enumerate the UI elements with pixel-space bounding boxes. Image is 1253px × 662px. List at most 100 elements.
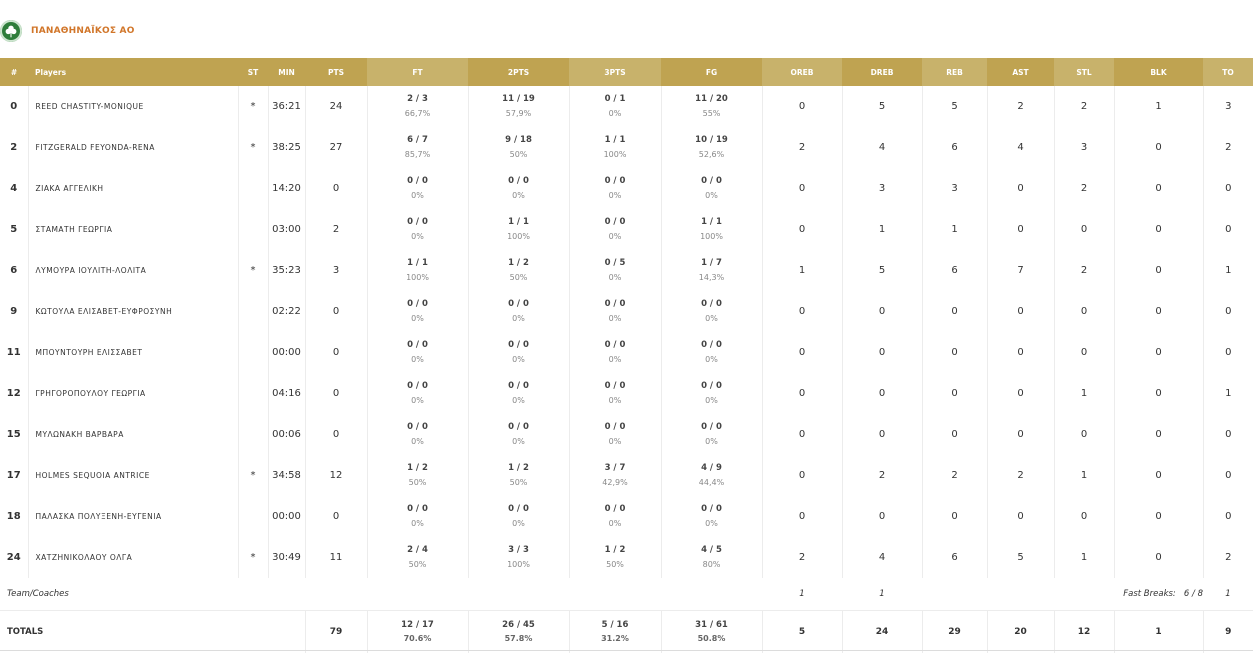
col-header-3pts: 3PTS — [569, 58, 661, 86]
player-name-link[interactable]: ΚΩΤΟΥΛΑ ΕΛΙΣΑΒΕΤ-ΕΥΦΡΟΣΥΝΗ — [28, 291, 239, 332]
col-header-2pts: 2PTS — [468, 58, 569, 86]
team-coaches-row: Team/Coaches 1 1 Fast Breaks: 6 / 8 1 — [0, 578, 1253, 611]
table-row: 24 ΧΑΤΖΗΝΙΚΟΛΑΟΥ ΟΛΓΑ * 30:49 11 2 / 4 50% 3 / … — [0, 537, 1253, 578]
player-name-link[interactable]: ΠΑΛΑΣΚΑ ΠΟΛΥΞΕΝΗ-ΕΥΓΕΝΙΑ — [28, 496, 239, 537]
player-name-link[interactable]: ΧΑΤΖΗΝΙΚΟΛΑΟΥ ΟΛΓΑ — [28, 537, 239, 578]
table-header-row: # Players ST MIN PTS FT 2PTS 3PTS FG ORE… — [0, 58, 1253, 86]
totals-pts: 79 — [305, 610, 368, 653]
player-p3: 0 / 1 0% — [569, 86, 662, 127]
starter-marker: * — [238, 455, 269, 496]
player-blk: 0 — [1114, 537, 1204, 578]
team-name-link[interactable]: ΠΑΝΑΘΗΝΑΪΚΟΣ ΑΟ — [31, 26, 135, 36]
player-ft: 1 / 2 50% — [367, 455, 469, 496]
player-stl: 2 — [1054, 86, 1115, 127]
player-points: 0 — [305, 332, 368, 373]
table-row: 15 ΜΥΛΩΝΑΚΗ ΒΑΡΒΑΡΑ 00:06 0 0 / 0 0% 0 / 0 0% 0 … — [0, 414, 1253, 455]
player-points: 24 — [305, 86, 368, 127]
totals-ft: 12 / 17 70.6% — [367, 610, 469, 653]
player-to: 1 — [1225, 388, 1232, 399]
col-header-players: Players — [28, 58, 238, 86]
player-p3: 0 / 0 0% — [569, 332, 662, 373]
starter-marker — [238, 332, 269, 373]
player-p2: 11 / 19 57,9% — [468, 86, 570, 127]
player-dreb: 0 — [842, 332, 923, 373]
player-ft: 0 / 0 0% — [367, 332, 469, 373]
team-oreb: 1 — [799, 589, 805, 599]
player-stl: 2 — [1054, 168, 1115, 209]
player-number: 18 — [0, 496, 29, 537]
player-stl: 3 — [1054, 127, 1115, 168]
player-name-link[interactable]: FITZGERALD FEYONDA-RENA — [28, 127, 239, 168]
totals-to: 9 — [1203, 610, 1253, 653]
player-name-link[interactable]: ΜΠΟΥΝΤΟΥΡΗ ΕΛΙΣΣΑΒΕΤ — [28, 332, 239, 373]
player-dreb: 5 — [842, 250, 923, 291]
player-ast: 0 — [987, 291, 1055, 332]
col-header-oreb: OREB — [762, 58, 842, 86]
player-reb: 0 — [922, 414, 988, 455]
player-dreb: 0 — [842, 414, 923, 455]
player-fg: 10 / 19 52,6% — [661, 127, 763, 168]
player-number: 11 — [0, 332, 29, 373]
player-points: 11 — [305, 537, 368, 578]
player-p2: 9 / 18 50% — [468, 127, 570, 168]
starter-marker: * — [238, 127, 269, 168]
player-stl: 2 — [1054, 250, 1115, 291]
totals-3pts: 5 / 16 31.2% — [569, 610, 662, 653]
totals-fg: 31 / 61 50.8% — [661, 610, 763, 653]
player-fg: 0 / 0 0% — [661, 496, 763, 537]
player-to: 3 — [1225, 101, 1232, 112]
totals-label: TOTALS — [0, 610, 306, 653]
player-to: 0 — [1225, 306, 1232, 317]
player-name-link[interactable]: ΓΡΗΓΟΡΟΠΟΥΛΟΥ ΓΕΩΡΓΙΑ — [28, 373, 239, 414]
col-header-number: # — [0, 58, 28, 86]
player-to: 0 — [1225, 183, 1232, 194]
player-reb: 6 — [922, 537, 988, 578]
player-p2: 1 / 1 100% — [468, 209, 570, 250]
totals-oreb: 5 — [762, 610, 843, 653]
player-p2: 0 / 0 0% — [468, 414, 570, 455]
team-coaches-label: Team/Coaches — [7, 589, 69, 599]
player-blk: 0 — [1114, 332, 1204, 373]
player-minutes: 36:21 — [268, 86, 306, 127]
player-name-link[interactable]: ΜΥΛΩΝΑΚΗ ΒΑΡΒΑΡΑ — [28, 414, 239, 455]
player-oreb: 0 — [762, 209, 843, 250]
player-number: 4 — [0, 168, 29, 209]
clover-logo-icon — [0, 20, 22, 42]
col-header-fg: FG — [661, 58, 762, 86]
player-reb: 6 — [922, 127, 988, 168]
player-number: 17 — [0, 455, 29, 496]
player-oreb: 2 — [762, 537, 843, 578]
player-number: 15 — [0, 414, 29, 455]
player-dreb: 3 — [842, 168, 923, 209]
player-ft: 0 / 0 0% — [367, 168, 469, 209]
player-dreb: 4 — [842, 537, 923, 578]
player-name-link[interactable]: ΖΙΑΚΑ ΑΓΓΕΛΙΚΗ — [28, 168, 239, 209]
player-p3: 0 / 0 0% — [569, 373, 662, 414]
player-blk: 1 — [1114, 86, 1204, 127]
player-name-link[interactable]: HOLMES SEQUOIA ANTRICE — [28, 455, 239, 496]
player-name-link[interactable]: ΣΤΑΜΑΤΗ ΓΕΩΡΓΙΑ — [28, 209, 239, 250]
player-dreb: 0 — [842, 291, 923, 332]
player-blk: 0 — [1114, 168, 1204, 209]
player-minutes: 38:25 — [268, 127, 306, 168]
player-points: 2 — [305, 209, 368, 250]
player-oreb: 0 — [762, 373, 843, 414]
player-ast: 0 — [987, 414, 1055, 455]
player-name-link[interactable]: REED CHASTITY-MONIQUE — [28, 86, 239, 127]
player-fg: 0 / 0 0% — [661, 414, 763, 455]
totals-ast: 20 — [987, 610, 1055, 653]
player-reb: 0 — [922, 291, 988, 332]
player-ast: 0 — [987, 496, 1055, 537]
col-header-pts: PTS — [305, 58, 367, 86]
player-minutes: 30:49 — [268, 537, 306, 578]
player-oreb: 0 — [762, 496, 843, 537]
player-dreb: 5 — [842, 86, 923, 127]
totals-2pts: 26 / 45 57.8% — [468, 610, 570, 653]
player-reb: 1 — [922, 209, 988, 250]
player-fg: 0 / 0 0% — [661, 373, 763, 414]
player-reb: 3 — [922, 168, 988, 209]
player-p3: 0 / 0 0% — [569, 168, 662, 209]
player-name-link[interactable]: ΛΥΜΟΥΡΑ ΙΟΥΛΙΤΗ-ΛΟΛΙΤΑ — [28, 250, 239, 291]
team-dreb: 1 — [879, 589, 885, 599]
table-row: 9 ΚΩΤΟΥΛΑ ΕΛΙΣΑΒΕΤ-ΕΥΦΡΟΣΥΝΗ 02:22 0 0 / 0 0%… — [0, 291, 1253, 332]
